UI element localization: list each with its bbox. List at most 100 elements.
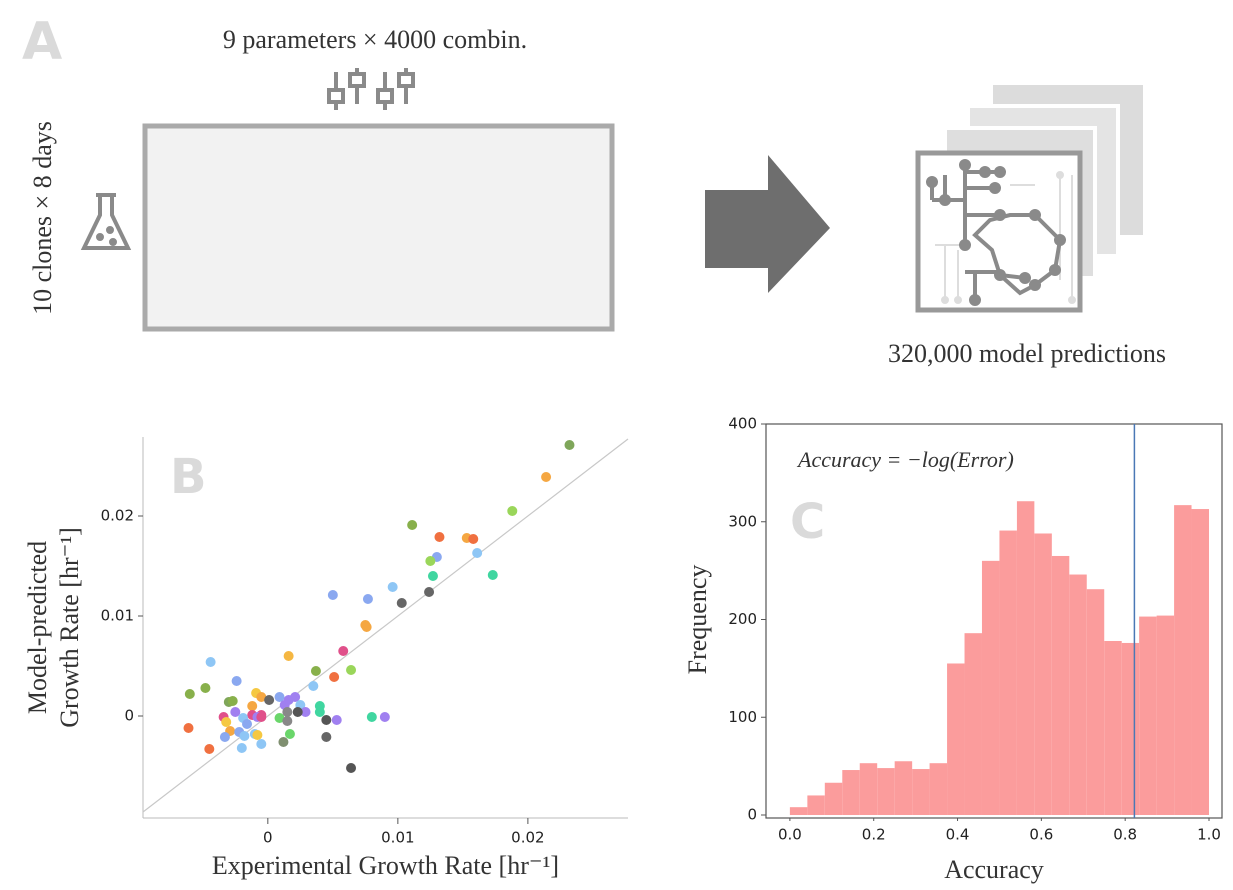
point [424, 587, 435, 597]
x-tick-label: 0.6 [1029, 826, 1053, 844]
point [472, 548, 483, 558]
point [256, 712, 267, 722]
point [434, 532, 445, 542]
histogram-bar [807, 795, 825, 815]
point [274, 692, 285, 702]
histogram-bar [789, 807, 808, 815]
point [361, 622, 372, 632]
point [564, 440, 575, 450]
histogram-bar [1139, 616, 1157, 815]
panel-label: A [22, 12, 62, 72]
slider-icon [327, 68, 415, 110]
point [329, 672, 340, 682]
point [425, 556, 436, 566]
y-tick-label: 0.02 [101, 507, 134, 525]
y-axis-label: Growth Rate [hr⁻¹] [55, 527, 84, 728]
point [256, 692, 267, 702]
arrow [705, 155, 830, 293]
histogram-bar [999, 530, 1017, 815]
point [327, 590, 338, 600]
point [231, 676, 242, 686]
diagram-result-text: 320,000 model predictions [888, 339, 1166, 368]
x-tick-label: 1.0 [1197, 826, 1221, 844]
histogram-bar [894, 761, 913, 815]
point [282, 716, 293, 726]
point [362, 594, 373, 604]
x-tick-label: 0.0 [778, 826, 802, 844]
y-tick-label: 400 [728, 415, 757, 433]
x-tick-label: 0 [263, 829, 273, 847]
y-tick-label: 200 [728, 610, 757, 628]
histogram-bar [1156, 615, 1175, 815]
point [230, 707, 241, 717]
point [314, 707, 325, 717]
histogram-bar [859, 763, 878, 815]
point [242, 719, 253, 729]
point [292, 707, 303, 717]
y-axis-label: Model-predicted [23, 541, 52, 714]
histogram-bar [1086, 589, 1105, 815]
point [331, 715, 342, 725]
point [184, 689, 195, 699]
point [204, 744, 215, 754]
y-axis-label: Frequency [683, 565, 712, 675]
point [200, 683, 211, 693]
identity-line [142, 438, 629, 813]
point [274, 713, 285, 723]
point [407, 520, 418, 530]
histogram-bar [912, 769, 930, 815]
x-tick-label: 0.01 [381, 829, 414, 847]
histogram-bar [1121, 642, 1140, 815]
point [346, 665, 357, 675]
point [252, 730, 263, 740]
x-tick-label: 0.4 [946, 826, 970, 844]
point [396, 598, 407, 608]
point [507, 506, 518, 516]
point [278, 737, 289, 747]
point [321, 732, 332, 742]
point [487, 570, 498, 580]
point [541, 472, 552, 482]
flask-icon [80, 193, 132, 250]
point [290, 692, 301, 702]
y-tick-label: 300 [728, 512, 757, 530]
diagram-side-text: 10 clones × 8 days [28, 121, 57, 315]
y-tick-label: 0 [124, 707, 134, 725]
histogram-bar [964, 633, 982, 815]
point [387, 582, 398, 592]
point [282, 707, 293, 717]
x-tick-label: 0.2 [862, 826, 886, 844]
point [346, 763, 357, 773]
histogram-bar [1034, 533, 1052, 815]
histogram-bar [929, 763, 948, 815]
point [236, 743, 247, 753]
histogram-bar [842, 770, 860, 815]
histogram-bar [1069, 574, 1087, 815]
histogram-bar [981, 560, 1000, 815]
plot-frame [765, 423, 1223, 819]
histogram-bar [877, 768, 895, 815]
y-tick-label: 100 [728, 708, 757, 726]
y-tick-label: 0.01 [101, 607, 134, 625]
point [256, 739, 267, 749]
histogram-bar [1016, 501, 1035, 815]
point [183, 723, 194, 733]
point [227, 696, 238, 706]
point [205, 657, 216, 667]
point [308, 681, 319, 691]
data-matrix [142, 123, 615, 332]
point [239, 731, 250, 741]
x-tick-label: 0.02 [511, 829, 544, 847]
panel-label: C [790, 494, 825, 550]
prediction-stack [915, 85, 1143, 313]
panel-label: B [170, 449, 207, 505]
point [283, 651, 294, 661]
histogram-bar [824, 782, 843, 815]
point [379, 712, 390, 722]
point [366, 712, 377, 722]
point [321, 715, 332, 725]
histogram-bar [1051, 555, 1070, 815]
histogram-bar [1104, 641, 1122, 815]
